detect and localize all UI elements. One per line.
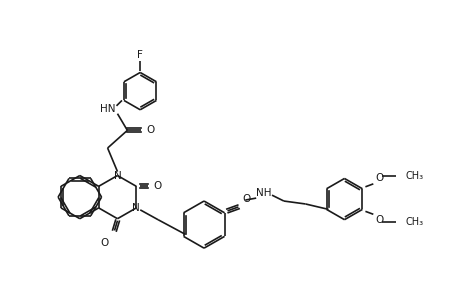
Text: O: O	[101, 238, 108, 248]
Text: F: F	[137, 50, 143, 60]
Text: NH: NH	[256, 188, 271, 198]
Text: HN: HN	[100, 104, 115, 114]
Text: CH₃: CH₃	[405, 171, 423, 181]
Text: O: O	[152, 181, 161, 191]
Text: N: N	[132, 203, 140, 213]
Text: N: N	[113, 170, 121, 181]
Text: O: O	[374, 173, 382, 183]
Text: O: O	[374, 215, 382, 225]
Text: O: O	[241, 194, 250, 204]
Text: CH₃: CH₃	[405, 217, 423, 227]
Text: O: O	[146, 125, 154, 135]
